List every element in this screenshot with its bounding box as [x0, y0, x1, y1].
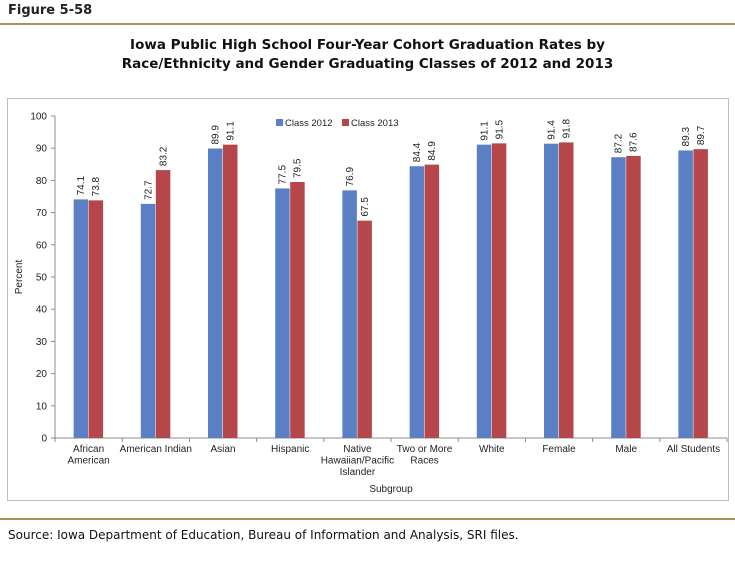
- bar-class-2013: [155, 170, 171, 438]
- x-tick-label: All Students: [667, 444, 720, 455]
- bar-class-2012: [476, 144, 492, 438]
- data-label: 84.9: [427, 141, 438, 161]
- data-label: 83.2: [158, 146, 169, 166]
- data-label: 91.1: [479, 121, 490, 141]
- x-tick-label: Native: [343, 444, 372, 455]
- x-tick-label: Two or More: [397, 444, 453, 455]
- chart-title-line-1: Iowa Public High School Four-Year Cohort…: [130, 37, 605, 53]
- bar-class-2012: [275, 188, 290, 438]
- x-tick-label: Hispanic: [271, 444, 309, 455]
- y-tick-label: 20: [36, 369, 48, 380]
- x-tick-label: American: [67, 456, 109, 467]
- data-label: 91.8: [562, 119, 573, 139]
- bar-class-2013: [626, 155, 641, 439]
- y-tick-label: 40: [36, 305, 48, 316]
- data-label: 87.6: [629, 132, 640, 152]
- y-tick-label: 90: [36, 144, 48, 155]
- bar-class-2012: [342, 190, 357, 438]
- data-label: 91.4: [547, 120, 558, 140]
- data-label: 79.5: [293, 158, 304, 178]
- legend-label: Class 2012: [285, 118, 333, 129]
- bar-class-2012: [544, 143, 559, 438]
- y-tick-label: 30: [36, 337, 48, 348]
- y-axis-label: Percent: [14, 260, 25, 295]
- bar-class-2012: [611, 157, 626, 438]
- x-tick-label: Female: [542, 444, 576, 455]
- bar-class-2013: [290, 182, 305, 438]
- bar-class-2012: [678, 150, 693, 439]
- bar-class-2012: [73, 199, 89, 438]
- y-tick-label: 60: [36, 240, 48, 251]
- data-label: 87.2: [614, 133, 625, 153]
- x-tick-label: Races: [410, 456, 438, 467]
- x-tick-label: White: [479, 444, 505, 455]
- bar-class-2013: [88, 200, 104, 438]
- data-label: 89.9: [211, 125, 222, 145]
- figure-label: Figure 5-58: [8, 3, 93, 18]
- bar-class-2013: [424, 164, 440, 438]
- source-note: Source: Iowa Department of Education, Bu…: [8, 528, 519, 542]
- bar-class-2013: [693, 149, 708, 438]
- y-tick-label: 70: [36, 208, 48, 219]
- data-label: 89.7: [696, 125, 707, 145]
- x-tick-label: African: [73, 444, 104, 455]
- bar-class-2012: [140, 203, 156, 438]
- x-axis-label: Subgroup: [369, 484, 413, 495]
- x-tick-label: Male: [615, 444, 637, 455]
- y-tick-label: 10: [36, 401, 48, 412]
- x-tick-label: Asian: [210, 444, 235, 455]
- data-label: 67.5: [360, 197, 371, 217]
- x-tick-label: Hawaiian/Pacific: [321, 456, 394, 467]
- y-tick-label: 0: [41, 434, 47, 445]
- header-rule: [0, 23, 735, 25]
- y-tick-label: 100: [30, 112, 47, 123]
- data-label: 91.1: [226, 121, 237, 141]
- data-label: 89.3: [681, 127, 692, 147]
- bar-class-2013: [357, 220, 372, 438]
- chart-title: Iowa Public High School Four-Year Cohort…: [0, 36, 735, 74]
- bar-class-2013: [491, 143, 507, 438]
- legend-label: Class 2013: [351, 118, 399, 129]
- data-label: 84.4: [412, 142, 423, 162]
- data-label: 91.5: [494, 119, 505, 139]
- bar-class-2013: [559, 142, 574, 439]
- data-label: 77.5: [278, 165, 289, 185]
- plot-frame: [7, 98, 729, 501]
- legend-swatch: [342, 119, 349, 126]
- data-label: 74.1: [76, 175, 87, 195]
- bar-class-2012: [208, 148, 223, 438]
- bar-class-2013: [223, 144, 238, 438]
- y-tick-label: 80: [36, 176, 48, 187]
- x-tick-label: American Indian: [120, 444, 192, 455]
- x-tick-label: Islander: [340, 467, 376, 478]
- data-label: 72.7: [143, 180, 154, 200]
- footer-rule: [0, 518, 735, 520]
- data-label: 73.8: [91, 176, 102, 196]
- data-label: 76.9: [345, 166, 356, 186]
- chart-title-line-2: Race/Ethnicity and Gender Graduating Cla…: [121, 56, 614, 72]
- bar-class-2012: [409, 166, 425, 438]
- y-tick-label: 50: [36, 273, 48, 284]
- legend-swatch: [276, 119, 283, 126]
